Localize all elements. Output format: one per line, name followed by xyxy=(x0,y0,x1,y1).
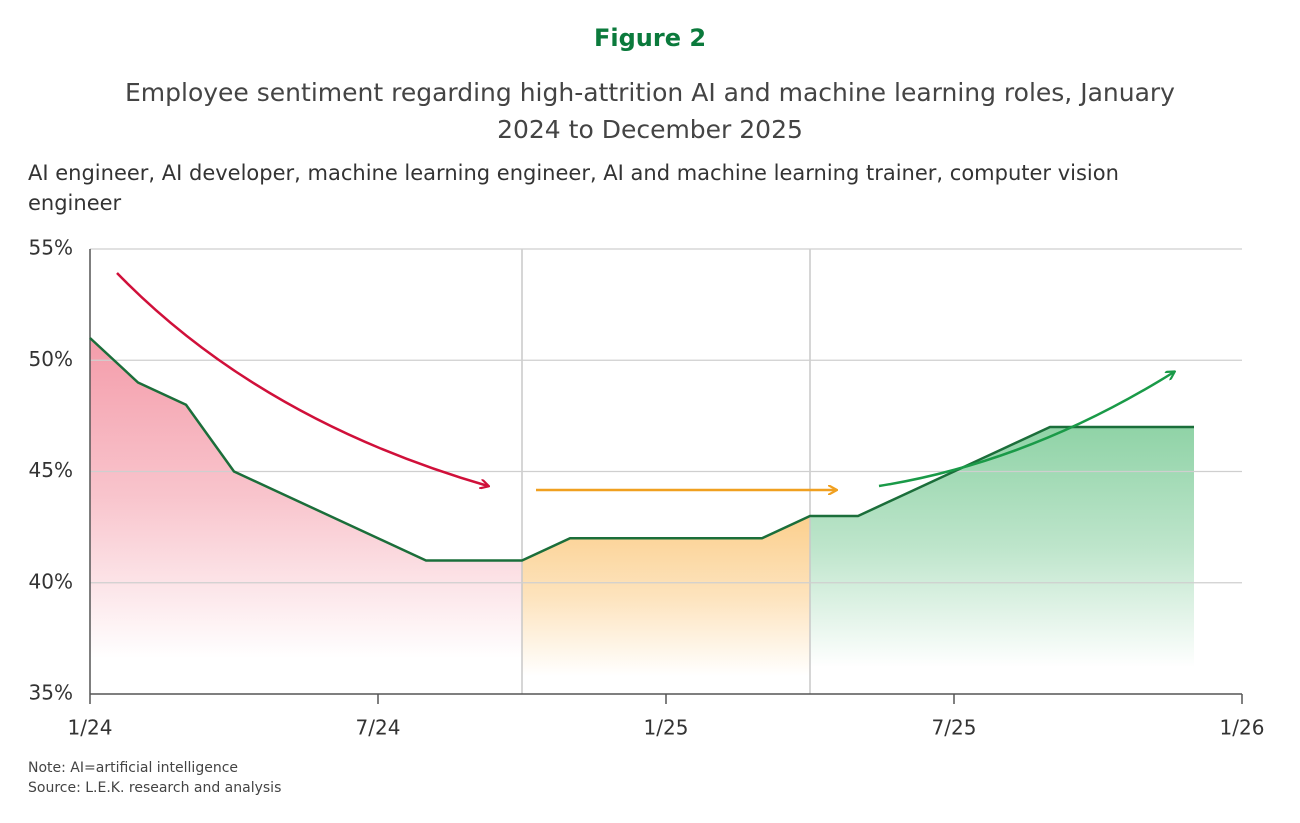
source: Source: L.E.K. research and analysis xyxy=(28,780,282,796)
x-tick-label: 1/26 xyxy=(1220,716,1265,740)
trend-arrow-down xyxy=(116,272,488,486)
sentiment-line xyxy=(89,337,1194,562)
y-tick-label: 50% xyxy=(29,347,73,371)
chart-title: Employee sentiment regarding high-attrit… xyxy=(125,78,1175,144)
phase-area xyxy=(810,427,1194,694)
chart-subtitle: AI engineer, AI developer, machine learn… xyxy=(28,161,1119,215)
x-tick-label: 7/24 xyxy=(356,716,401,740)
x-tick-label: 1/24 xyxy=(68,716,113,740)
y-tick-label: 40% xyxy=(29,569,73,593)
y-tick-label: 45% xyxy=(29,458,73,482)
phase-area xyxy=(522,516,810,694)
trend-arrow-up xyxy=(878,372,1174,488)
y-tick-label: 35% xyxy=(29,681,73,705)
figure-label: Figure 2 xyxy=(593,24,707,52)
note: Note: AI=artificial intelligence xyxy=(28,760,238,776)
y-tick-label: 55% xyxy=(29,236,73,260)
x-tick-label: 7/25 xyxy=(932,716,977,740)
x-tick-label: 1/25 xyxy=(644,716,689,740)
phase-area xyxy=(90,338,522,694)
